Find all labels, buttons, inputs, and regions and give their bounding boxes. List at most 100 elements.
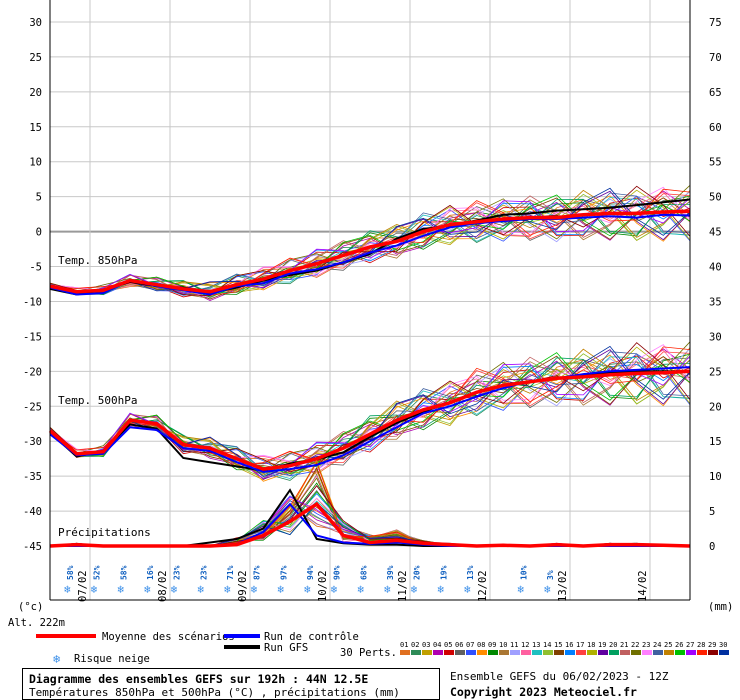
perturbation-t850-line bbox=[49, 194, 691, 298]
date-tick-label: 14/02 bbox=[637, 570, 649, 602]
left-tick-label: -35 bbox=[23, 471, 42, 483]
perturbation-swatch bbox=[664, 650, 674, 655]
perturbation-swatch bbox=[686, 650, 696, 655]
perturbation-swatch bbox=[521, 650, 531, 655]
perturbation-number: 11 bbox=[510, 641, 518, 649]
date-tick-label: 08/02 bbox=[157, 570, 169, 602]
snow-risk-pct: 58% bbox=[119, 565, 128, 580]
perturbation-swatch bbox=[675, 650, 685, 655]
legend-gfs-label: Run GFS bbox=[264, 642, 308, 654]
snowflake-icon: ❄ bbox=[464, 583, 471, 596]
right-tick-label: 20 bbox=[709, 401, 722, 413]
right-unit: (mm) bbox=[708, 601, 733, 613]
left-tick-label: -5 bbox=[29, 262, 42, 274]
right-tick-label: 10 bbox=[709, 471, 722, 483]
snowflake-icon: ❄ bbox=[64, 583, 71, 596]
left-tick-label: 30 bbox=[29, 17, 42, 29]
perturbation-t500-line bbox=[49, 349, 691, 474]
label-t500: Temp. 500hPa bbox=[58, 394, 137, 407]
perturbation-number: 16 bbox=[565, 641, 573, 649]
perturbation-swatch bbox=[455, 650, 465, 655]
snowflake-icon: ❄ bbox=[304, 583, 311, 596]
snowflake-icon: ❄ bbox=[91, 583, 98, 596]
perturbation-number: 13 bbox=[532, 641, 540, 649]
left-tick-label: -20 bbox=[23, 366, 42, 378]
series-t500-line bbox=[48, 369, 691, 471]
perturbation-swatch bbox=[477, 650, 487, 655]
snowflake-icon: ❄ bbox=[544, 583, 551, 596]
perturbation-t500-line bbox=[49, 345, 691, 477]
perturbation-number: 07 bbox=[466, 641, 474, 649]
series-t500-line bbox=[49, 366, 691, 473]
left-tick-label: 25 bbox=[29, 52, 42, 64]
perturbation-number: 03 bbox=[422, 641, 430, 649]
perturbation-number: 14 bbox=[543, 641, 551, 649]
series-precip-line bbox=[49, 501, 691, 548]
perturbation-swatch bbox=[466, 650, 476, 655]
snow-risk-pct: 58% bbox=[66, 565, 75, 580]
snow-risk-pct: 68% bbox=[359, 565, 368, 580]
ensemble-run: Ensemble GEFS du 06/02/2023 - 12Z bbox=[450, 670, 669, 683]
right-tick-label: 55 bbox=[709, 157, 722, 169]
perturbation-t500-line bbox=[49, 346, 691, 468]
snowflake-icon: ❄ bbox=[331, 583, 338, 596]
left-tick-label: -30 bbox=[23, 436, 42, 448]
perturbation-swatch bbox=[576, 650, 586, 655]
perturbation-swatch bbox=[653, 650, 663, 655]
right-tick-label: 35 bbox=[709, 296, 722, 308]
right-tick-label: 65 bbox=[709, 87, 722, 99]
perturbation-number: 24 bbox=[653, 641, 661, 649]
perturbation-swatch bbox=[400, 650, 410, 655]
perturbation-number: 18 bbox=[587, 641, 595, 649]
perturbation-swatch bbox=[422, 650, 432, 655]
snow-risk-pct: 90% bbox=[333, 565, 342, 580]
snow-risk-row: 58% ❄ 52% ❄ 58% ❄ 16% ❄ 23% ❄ 23% ❄ 71% ❄ 87% ❄ 97% ❄ 94% ❄… bbox=[64, 565, 555, 596]
perturbation-number: 23 bbox=[642, 641, 650, 649]
perturbation-number: 06 bbox=[455, 641, 463, 649]
left-unit: (°c) bbox=[18, 601, 43, 613]
perturbation-number: 29 bbox=[708, 641, 716, 649]
snowflake-icon: ❄ bbox=[144, 583, 151, 596]
perturbation-number: 28 bbox=[697, 641, 705, 649]
perturbation-t850-line bbox=[49, 189, 691, 293]
label-precip: Précipitations bbox=[58, 526, 151, 539]
left-tick-label: -10 bbox=[23, 296, 42, 308]
snow-risk-pct: 10% bbox=[519, 565, 528, 580]
perturbation-t500-line bbox=[49, 348, 691, 476]
date-tick-label: 12/02 bbox=[477, 570, 489, 602]
snow-risk-pct: 52% bbox=[93, 565, 102, 580]
perturbation-t500-line bbox=[49, 348, 691, 466]
date-tick-label: 11/02 bbox=[397, 570, 409, 602]
legend-control-label: Run de contrôle bbox=[264, 631, 359, 643]
snow-risk-pct: 3% bbox=[546, 570, 555, 580]
perturbation-number: 26 bbox=[675, 641, 683, 649]
snowflake-icon: ❄ bbox=[517, 583, 524, 596]
perturbation-t850-line bbox=[49, 190, 691, 302]
perturbation-number: 27 bbox=[686, 641, 694, 649]
perturbation-swatch bbox=[554, 650, 564, 655]
left-tick-label: -40 bbox=[23, 506, 42, 518]
chart-subtitle: Températures 850hPa et 500hPa (°C) , pré… bbox=[29, 686, 400, 699]
chart-title: Diagramme des ensembles GEFS sur 192h : … bbox=[29, 672, 369, 686]
perturbation-swatch bbox=[598, 650, 608, 655]
perturbation-number: 01 bbox=[400, 641, 408, 649]
perturbation-swatch bbox=[488, 650, 498, 655]
perturbation-swatch bbox=[532, 650, 542, 655]
snowflake-icon: ❄ bbox=[117, 583, 124, 596]
perturbation-t500-line bbox=[49, 351, 691, 476]
snowflake-icon: ❄ bbox=[277, 583, 284, 596]
right-tick-label: 0 bbox=[709, 541, 715, 553]
perturbation-swatch bbox=[620, 650, 630, 655]
main-series-lines bbox=[48, 198, 691, 548]
perturbation-t500-line bbox=[49, 346, 691, 475]
snowflake-icon: ❄ bbox=[197, 583, 204, 596]
perturbation-number: 25 bbox=[664, 641, 672, 649]
date-tick-label: 13/02 bbox=[557, 570, 569, 602]
right-tick-label: 30 bbox=[709, 331, 722, 343]
right-tick-label: 25 bbox=[709, 366, 722, 378]
label-t850: Temp. 850hPa bbox=[58, 254, 137, 267]
snow-risk-pct: 20% bbox=[413, 565, 422, 580]
snow-risk-pct: 23% bbox=[199, 565, 208, 580]
perturbation-swatch bbox=[444, 650, 454, 655]
